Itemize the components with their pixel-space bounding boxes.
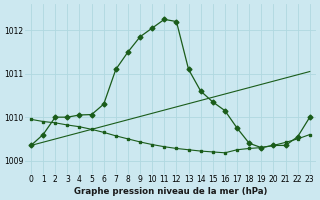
X-axis label: Graphe pression niveau de la mer (hPa): Graphe pression niveau de la mer (hPa) xyxy=(74,187,267,196)
